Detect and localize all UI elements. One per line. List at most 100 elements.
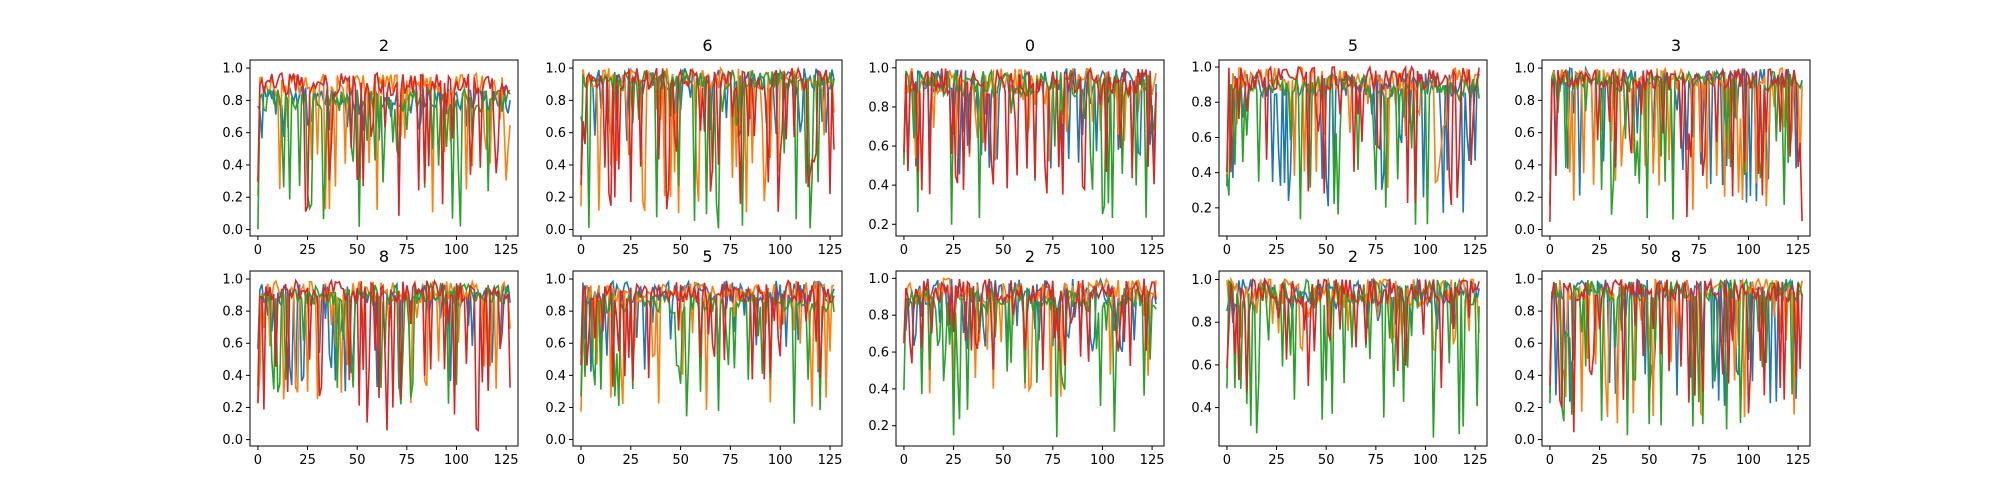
x-tick-label: 125: [494, 453, 519, 468]
x-tick-label: 100: [768, 243, 793, 258]
subplot-title: 2: [379, 36, 389, 55]
x-tick-label: 75: [1045, 453, 1062, 468]
y-tick-label: 0.6: [545, 126, 566, 141]
series-line-3: [257, 86, 511, 230]
subplot-title: 0: [1025, 36, 1035, 55]
x-tick-label: 50: [672, 243, 689, 258]
y-tick-label: 0.4: [222, 369, 243, 384]
y-tick-label: 0.0: [222, 433, 243, 448]
y-tick-label: 0.2: [868, 218, 889, 233]
series-line-4: [257, 278, 511, 433]
x-tick-label: 125: [1786, 243, 1811, 258]
y-tick-label: 1.0: [545, 273, 566, 288]
x-tick-label: 100: [768, 453, 793, 468]
subplot-title: 5: [702, 247, 712, 266]
y-tick-label: 0.4: [1191, 166, 1212, 181]
series-line-3: [1226, 278, 1480, 438]
subplot-title: 2: [1348, 247, 1358, 266]
y-tick-label: 0.2: [1514, 401, 1535, 416]
y-tick-label: 0.2: [1191, 201, 1212, 216]
x-tick-label: 50: [1641, 453, 1658, 468]
series-line-4: [1549, 68, 1803, 222]
y-tick-label: 0.4: [222, 158, 243, 173]
subplot-6: 8 0 25 50 75 100 125 0.0 0.2 0.4 0.6 0.8 1.0: [222, 247, 518, 468]
series-line-1: [1226, 277, 1480, 330]
subplot-2: 6 0 25 50 75 100 125 0.0 0.2 0.4 0.6 0.8 1.0: [545, 36, 843, 258]
x-tick-label: 50: [995, 453, 1012, 468]
y-tick-label: 0.6: [222, 337, 243, 352]
x-tick-label: 50: [1641, 243, 1658, 258]
x-tick-label: 75: [1045, 243, 1062, 258]
y-tick-label: 0.6: [222, 126, 243, 141]
subplot-3: 0 0 25 50 75 100 125 0.2 0.4 0.6 0.8 1.0: [868, 36, 1164, 258]
x-tick-label: 0: [577, 243, 585, 258]
subplot-1: 2 0 25 50 75 100 125 0.0 0.2 0.4 0.6 0.8 1.0: [222, 36, 518, 258]
subplot-10: 8 0 25 50 75 100 125 0.0 0.2 0.4 0.6 0.8 1.0: [1514, 247, 1810, 468]
x-tick-label: 75: [1368, 453, 1385, 468]
axes-frame: [1541, 59, 1811, 237]
x-tick-label: 25: [945, 243, 962, 258]
y-tick-label: 0.8: [868, 309, 889, 324]
y-tick-label: 0.6: [1191, 358, 1212, 373]
y-tick-label: 0.8: [222, 305, 243, 320]
y-tick-label: 1.0: [1514, 62, 1535, 77]
x-tick-label: 125: [1140, 453, 1165, 468]
y-tick-label: 0.0: [545, 223, 566, 238]
series-line-4: [903, 278, 1157, 371]
y-tick-label: 0.6: [1514, 337, 1535, 352]
x-tick-label: 125: [818, 243, 843, 258]
y-tick-label: 0.8: [1191, 316, 1212, 331]
x-tick-label: 125: [1786, 453, 1811, 468]
y-tick-label: 0.8: [545, 94, 566, 109]
x-tick-label: 25: [299, 453, 316, 468]
y-tick-label: 0.2: [545, 191, 566, 206]
x-tick-label: 125: [1140, 243, 1165, 258]
x-tick-label: 50: [349, 453, 366, 468]
y-tick-label: 0.4: [1191, 401, 1212, 416]
y-tick-label: 0.6: [1514, 126, 1535, 141]
subplot-8: 2 0 25 50 75 100 125 0.2 0.4 0.6 0.8 1.0: [868, 247, 1164, 468]
x-tick-label: 25: [1591, 453, 1608, 468]
y-tick-label: 0.2: [545, 401, 566, 416]
x-tick-label: 125: [494, 243, 519, 258]
x-tick-label: 125: [818, 453, 843, 468]
x-tick-label: 0: [577, 453, 585, 468]
x-tick-label: 25: [1268, 243, 1285, 258]
subplot-title: 6: [702, 36, 712, 55]
series-line-4: [1226, 277, 1480, 393]
y-tick-label: 0.8: [868, 100, 889, 115]
y-tick-label: 0.6: [1191, 131, 1212, 146]
y-tick-label: 0.8: [545, 305, 566, 320]
axes-frame: [572, 270, 843, 447]
x-tick-label: 50: [672, 453, 689, 468]
axes-frame: [249, 270, 519, 447]
x-tick-label: 100: [1090, 453, 1115, 468]
x-tick-label: 100: [1413, 453, 1438, 468]
y-tick-label: 0.8: [1514, 94, 1535, 109]
y-tick-label: 0.8: [1514, 305, 1535, 320]
x-tick-label: 75: [722, 453, 739, 468]
axes-frame: [1218, 270, 1488, 447]
x-tick-label: 75: [1691, 453, 1708, 468]
series-line-1: [903, 277, 1157, 353]
x-tick-label: 25: [299, 243, 316, 258]
y-tick-label: 0.2: [222, 401, 243, 416]
subplot-title: 8: [1671, 247, 1681, 266]
x-tick-label: 0: [1546, 453, 1554, 468]
y-tick-label: 0.6: [868, 140, 889, 155]
x-tick-label: 75: [1691, 243, 1708, 258]
y-tick-label: 0.8: [222, 94, 243, 109]
axes-frame: [572, 59, 843, 237]
x-tick-label: 125: [1463, 243, 1488, 258]
series-line-2: [257, 71, 511, 213]
x-tick-label: 0: [254, 453, 262, 468]
x-tick-label: 0: [1223, 453, 1231, 468]
x-tick-label: 75: [722, 243, 739, 258]
x-tick-label: 0: [1223, 243, 1231, 258]
axes-frame: [249, 59, 519, 237]
series-line-4: [580, 66, 835, 212]
y-tick-label: 0.0: [545, 433, 566, 448]
subplot-5: 3 0 25 50 75 100 125 0.0 0.2 0.4 0.6 0.8 1.0: [1514, 36, 1810, 258]
